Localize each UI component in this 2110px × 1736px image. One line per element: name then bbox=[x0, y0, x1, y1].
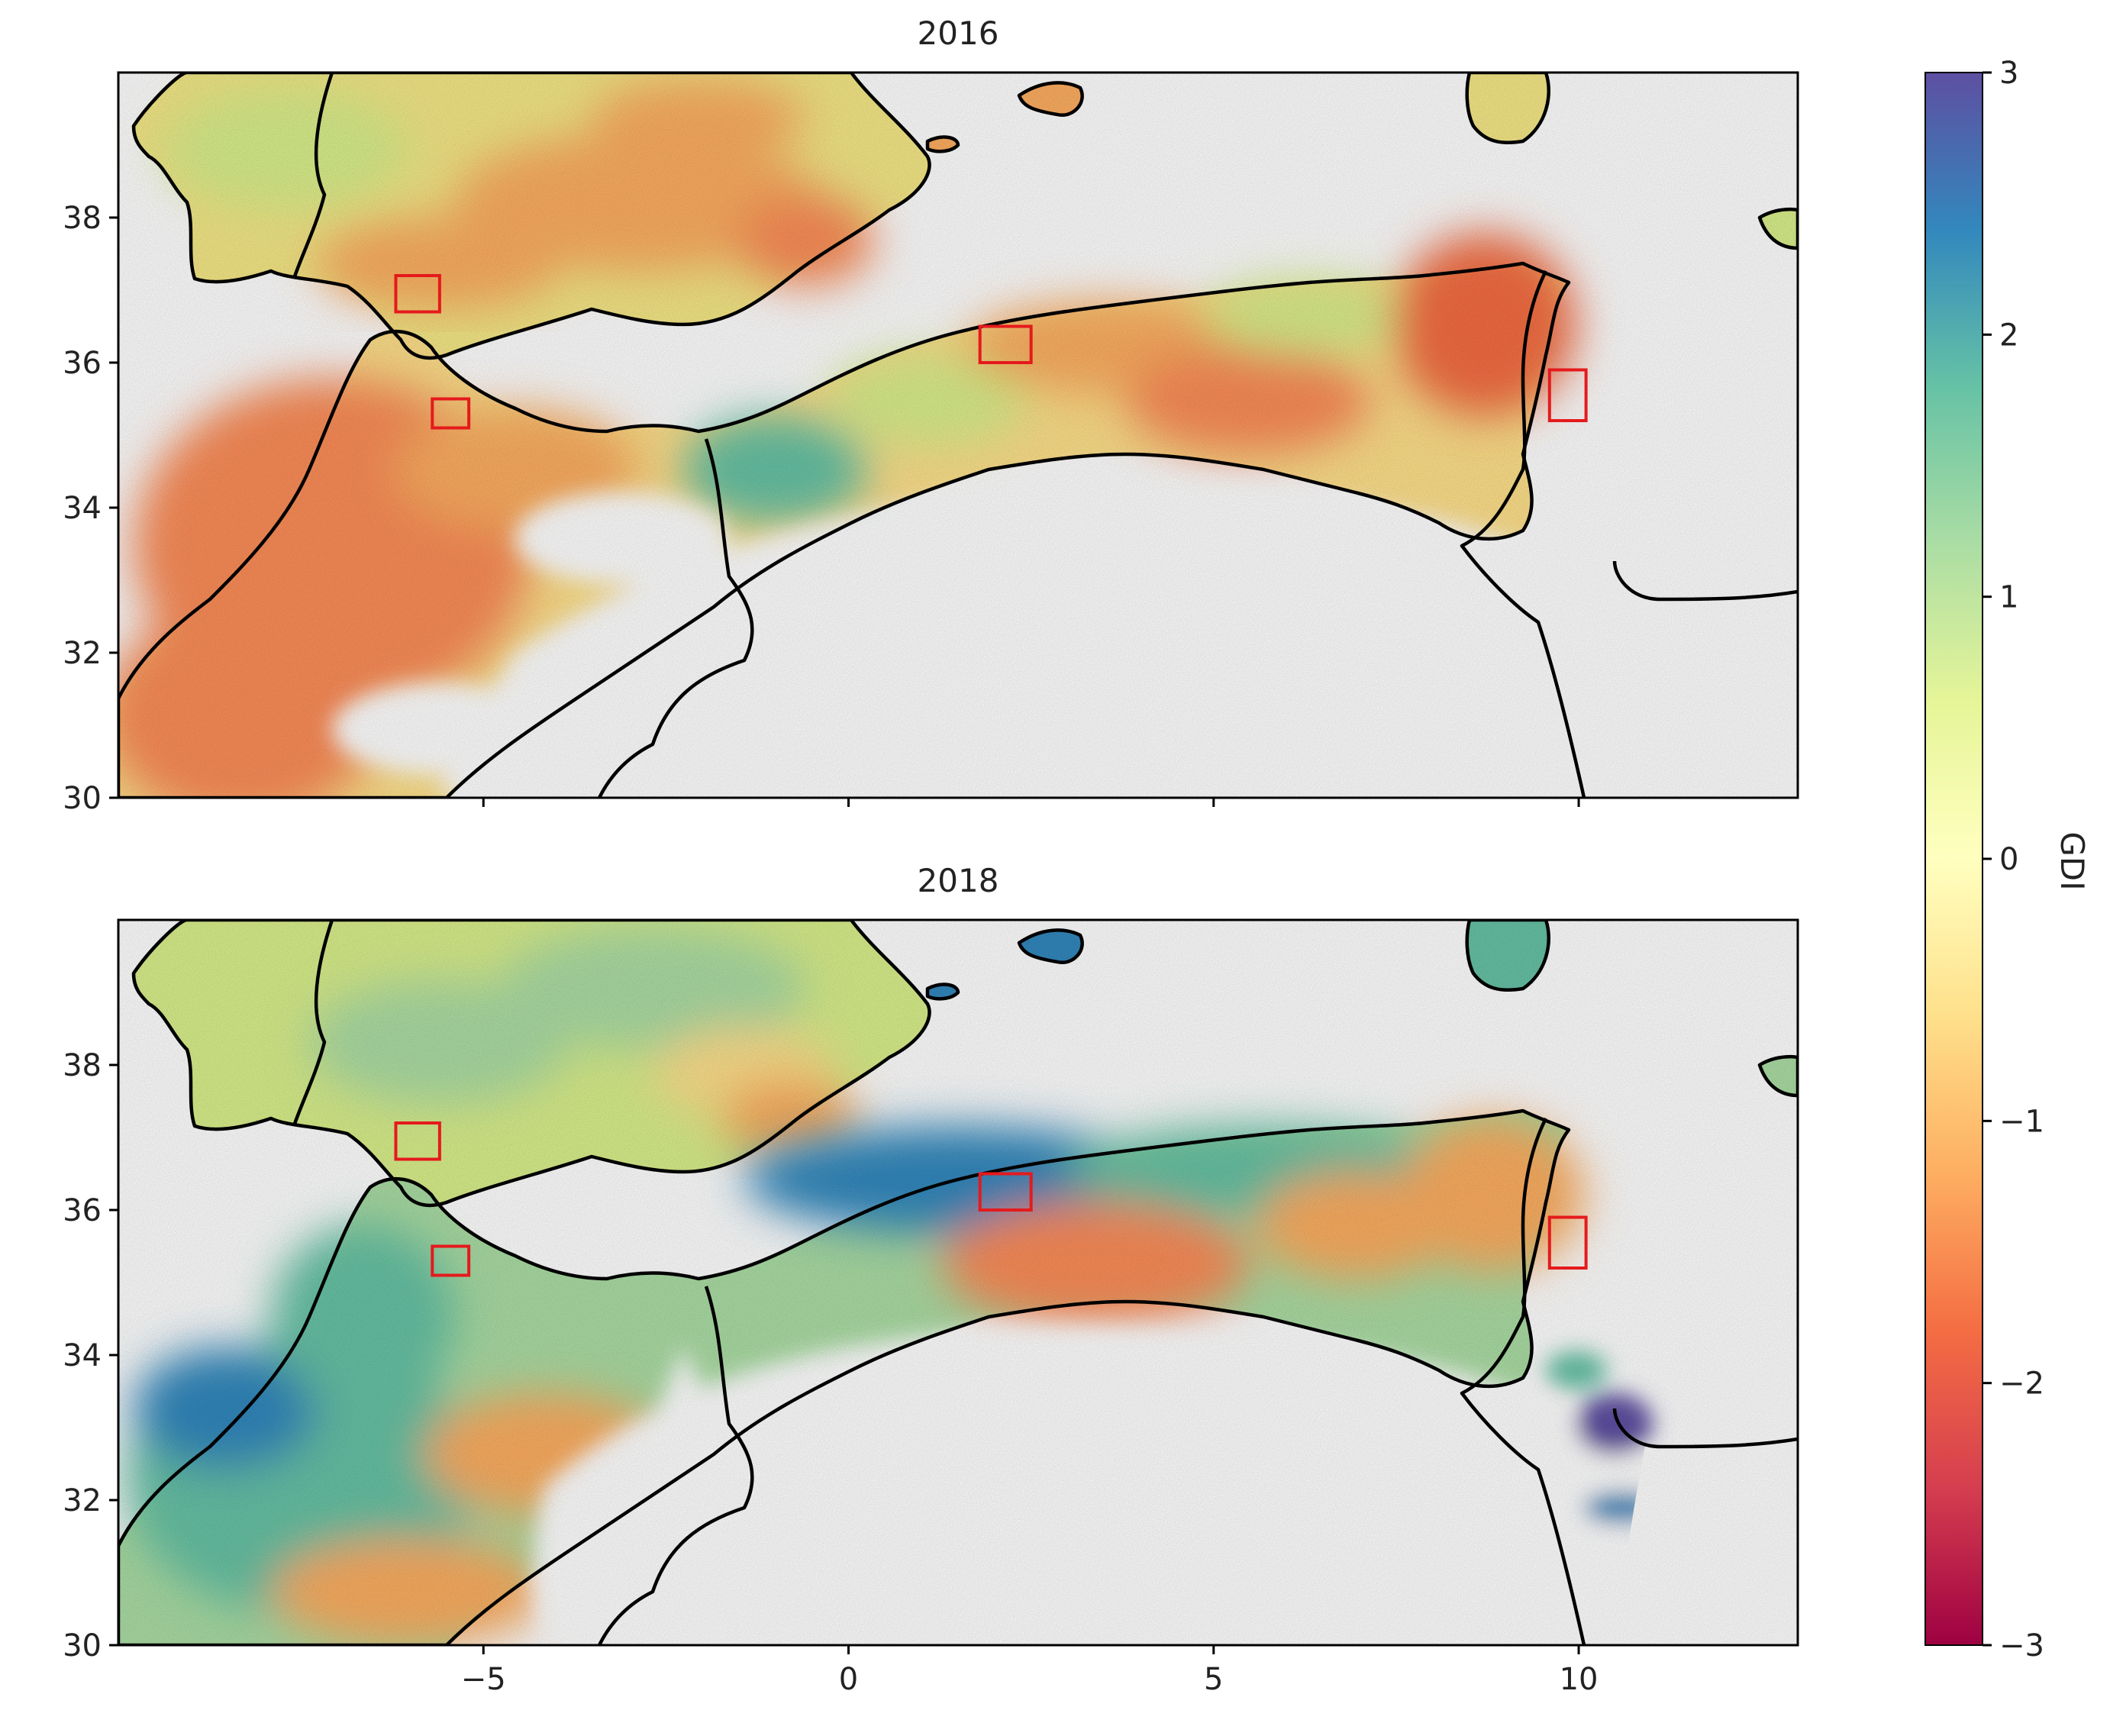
colorbar-tick-label: −3 bbox=[1999, 1628, 2044, 1663]
panel-title-2018: 2018 bbox=[918, 862, 999, 899]
axis-ticks: 30 32 34 36 38 30 32 34 36 38 −5 0 5 10 bbox=[63, 201, 1598, 1697]
y-tick-label: 34 bbox=[63, 491, 102, 526]
study-boxes-2018 bbox=[394, 1121, 1588, 1277]
study-boxes-2016 bbox=[394, 274, 1588, 430]
y-tick-label: 36 bbox=[63, 1193, 102, 1228]
colorbar: 3 2 1 0 −1 −2 −3 GDI bbox=[1924, 56, 2091, 1663]
y-tick-label: 32 bbox=[63, 636, 102, 671]
colorbar-tick-label: 2 bbox=[1999, 318, 2018, 353]
colorbar-tick-label: 0 bbox=[1999, 842, 2018, 877]
colorbar-label: GDI bbox=[2054, 831, 2091, 890]
x-tick-label: 5 bbox=[1204, 1662, 1223, 1697]
y-tick-label: 32 bbox=[63, 1483, 102, 1518]
y-tick-label: 38 bbox=[63, 201, 102, 236]
panel-2016 bbox=[117, 71, 1799, 799]
y-tick-label: 34 bbox=[63, 1338, 102, 1373]
colorbar-ticks: 3 2 1 0 −1 −2 −3 bbox=[1983, 56, 2044, 1663]
x-tick-label: −5 bbox=[461, 1662, 506, 1697]
study-box bbox=[394, 274, 441, 314]
x-tick-label: 10 bbox=[1560, 1662, 1599, 1697]
y-tick-label: 38 bbox=[63, 1048, 102, 1083]
study-box bbox=[431, 1244, 471, 1277]
colorbar-tick-label: 1 bbox=[1999, 580, 2018, 615]
study-box bbox=[1547, 1215, 1588, 1270]
panel-2018 bbox=[117, 918, 1799, 1647]
y-tick-label: 30 bbox=[63, 781, 102, 816]
panel-title-2016: 2016 bbox=[918, 15, 999, 52]
study-box bbox=[431, 397, 471, 430]
colorbar-tick-label: 3 bbox=[1999, 56, 2018, 91]
x-tick-label: 0 bbox=[839, 1662, 858, 1697]
study-box bbox=[394, 1121, 441, 1161]
study-box bbox=[978, 324, 1033, 364]
colorbar-gradient bbox=[1924, 72, 1983, 1646]
colorbar-tick-label: −2 bbox=[1999, 1367, 2044, 1402]
y-tick-label: 30 bbox=[63, 1628, 102, 1663]
y-tick-label: 36 bbox=[63, 346, 102, 381]
colorbar-tick-label: −1 bbox=[1999, 1104, 2044, 1139]
study-box bbox=[1547, 368, 1588, 422]
study-box bbox=[978, 1172, 1033, 1212]
